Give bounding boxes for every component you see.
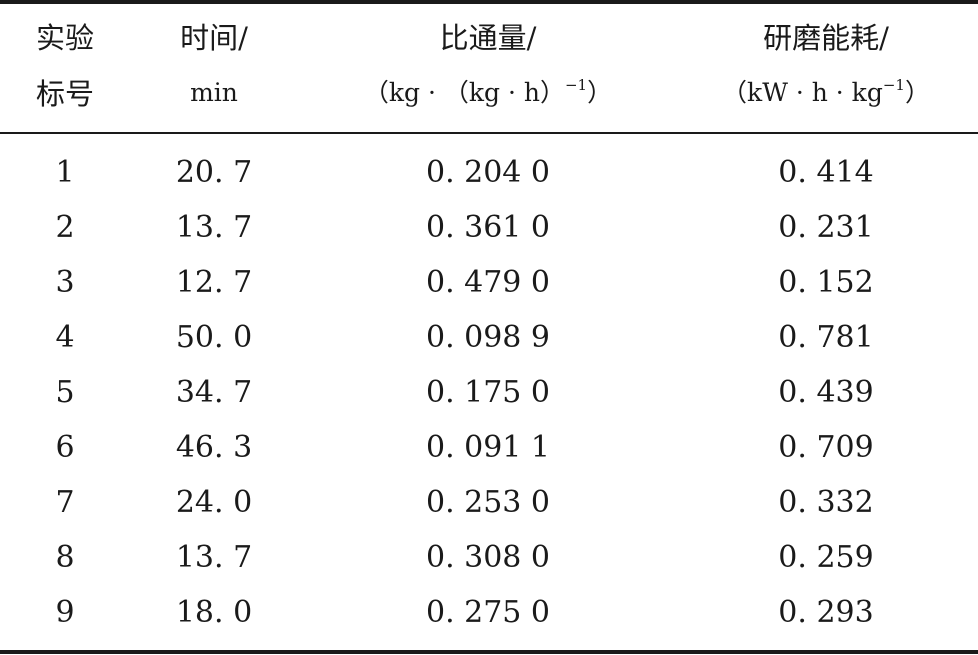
cell-grinding-energy: 0. 332 (778, 485, 874, 520)
cell-specific-flux: 0. 175 0 (425, 375, 551, 410)
cell-grinding-energy: 0. 259 (778, 540, 874, 575)
cell-time: 20. 7 (175, 155, 253, 190)
cell-grinding-energy: 0. 781 (778, 320, 874, 355)
cell-grinding-energy: 0. 152 (778, 265, 874, 300)
header-specific-flux-unit: （kg · （kg · h）−1） (363, 76, 613, 107)
cell-experiment-no: 3 (55, 265, 75, 300)
cell-specific-flux: 0. 091 1 (425, 430, 551, 465)
cell-grinding-energy: 0. 231 (778, 210, 874, 245)
cell-specific-flux: 0. 253 0 (425, 485, 551, 520)
cell-specific-flux: 0. 098 9 (425, 320, 551, 355)
cell-time: 13. 7 (175, 210, 253, 245)
cell-grinding-energy: 0. 439 (778, 375, 874, 410)
cell-time: 46. 3 (175, 430, 253, 465)
cell-experiment-no: 8 (55, 540, 75, 575)
cell-experiment-no: 5 (55, 375, 75, 410)
cell-specific-flux: 0. 479 0 (425, 265, 551, 300)
cell-grinding-energy: 0. 414 (778, 155, 874, 190)
cell-grinding-energy: 0. 709 (778, 430, 874, 465)
cell-grinding-energy: 0. 293 (778, 595, 874, 630)
cell-specific-flux: 0. 204 0 (425, 155, 551, 190)
header-time-line1: 时间/ (180, 21, 248, 55)
cell-time: 13. 7 (175, 540, 253, 575)
cell-specific-flux: 0. 308 0 (425, 540, 551, 575)
cell-specific-flux: 0. 275 0 (425, 595, 551, 630)
cell-experiment-no: 6 (55, 430, 75, 465)
cell-experiment-no: 1 (55, 155, 75, 190)
header-experiment-line2: 标号 (35, 77, 95, 111)
cell-time: 34. 7 (175, 375, 253, 410)
cell-time: 18. 0 (175, 595, 253, 630)
cell-experiment-no: 7 (55, 485, 75, 520)
header-grinding-energy-line1: 研磨能耗/ (763, 21, 889, 55)
table-top-rule (0, 0, 978, 4)
header-experiment-line1: 实验 (35, 21, 95, 55)
header-time-unit: min (190, 78, 238, 107)
cell-time: 24. 0 (175, 485, 253, 520)
cell-time: 12. 7 (175, 265, 253, 300)
cell-experiment-no: 9 (55, 595, 75, 630)
header-grinding-energy-unit: （kW · h · kg−1） (722, 76, 930, 107)
cell-specific-flux: 0. 361 0 (425, 210, 551, 245)
cell-experiment-no: 4 (55, 320, 75, 355)
header-specific-flux-line1: 比通量/ (439, 21, 537, 55)
table-bottom-rule (0, 650, 978, 654)
cell-time: 50. 0 (175, 320, 253, 355)
cell-experiment-no: 2 (55, 210, 75, 245)
table-header-rule (0, 132, 978, 134)
